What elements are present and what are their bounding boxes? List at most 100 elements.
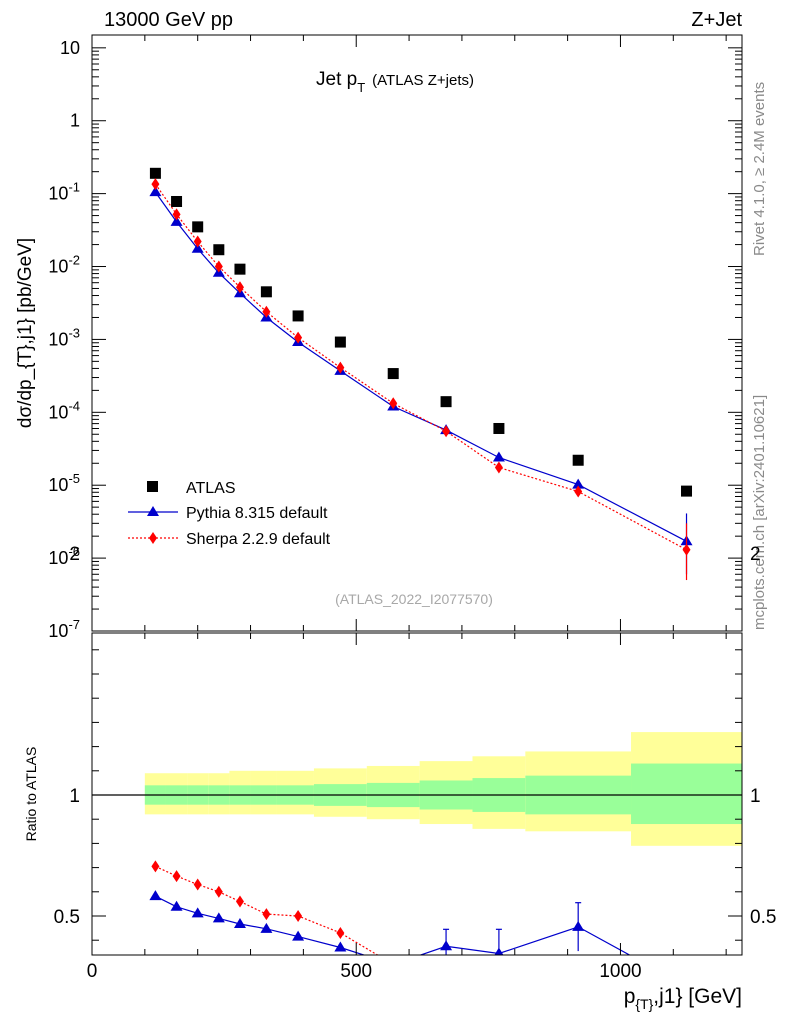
- legend-sherpa-marker: [149, 532, 157, 544]
- main-point-atlas-1: [171, 195, 183, 207]
- main-point-atlas-3: [213, 244, 225, 256]
- main-point-atlas-2: [192, 221, 204, 233]
- upper-y-axis-label: dσ/dp_{T},j1} [pb/GeV]: [15, 238, 36, 428]
- main-y-tick-label-base-8: 10: [48, 621, 68, 641]
- x-axis-label-tail: ,j1} [GeV]: [653, 985, 742, 1008]
- ratio-point-sherpa-2-2-9-default-7: [336, 926, 345, 939]
- plot-title-tail: (ATLAS Z+jets): [372, 72, 474, 89]
- main-point-sherpa-2-2-9-default-8: [389, 397, 398, 410]
- legend-pythia-marker: [147, 506, 159, 516]
- main-y-tick-label-base-4: 10: [48, 329, 68, 349]
- ratio-point-pythia-8-315-default-1: [170, 900, 183, 911]
- ratio-point-pythia-8-315-default-7: [334, 941, 347, 952]
- main-y-tick-label-5: 10-4: [48, 398, 80, 422]
- ratio-point-sherpa-2-2-9-default-9: [442, 961, 450, 973]
- legend-atlas-marker: [147, 481, 158, 492]
- main-y-tick-label-2: 10-1: [48, 180, 80, 204]
- legend-pythia-label: Pythia 8.315 default: [186, 505, 328, 522]
- main-point-atlas-10: [493, 422, 505, 434]
- ratio-point-sherpa-2-2-9-default-10: [495, 963, 503, 975]
- ratio-point-sherpa-2-2-9-default-1: [172, 870, 181, 883]
- main-y-tick-label-base-6: 10: [48, 475, 68, 495]
- main-y-tick-label-0: 10: [60, 38, 80, 58]
- main-point-atlas-5: [260, 286, 272, 298]
- ratio-point-pythia-8-315-default-0: [149, 890, 162, 901]
- main-point-sherpa-2-2-9-default-0: [151, 178, 160, 191]
- x-tick-label-500: 500: [340, 961, 372, 982]
- ratio-point-sherpa-2-2-9-default-2: [193, 878, 202, 891]
- main-panel-series: [149, 167, 693, 581]
- axis-ticks: [91, 35, 742, 955]
- main-point-sherpa-2-2-9-default-12: [682, 543, 691, 556]
- ratio-point-sherpa-2-2-9-default-11: [574, 963, 582, 975]
- main-point-atlas-12: [681, 485, 693, 497]
- main-point-sherpa-2-2-9-default-6: [294, 331, 303, 344]
- side-label-rivet: Rivet 4.1.0, ≥ 2.4M events: [751, 82, 768, 256]
- main-panel-frame: [91, 34, 743, 632]
- main-y-tick-label-6: 10-5: [48, 471, 80, 495]
- header-left: 13000 GeV pp: [104, 9, 233, 31]
- plot-title: Jet pT (ATLAS Z+jets): [316, 69, 474, 95]
- main-point-sherpa-2-2-9-default-1: [172, 208, 181, 221]
- main-point-sherpa-2-2-9-default-5: [262, 305, 271, 318]
- main-y-tick-label-8: 10-7: [48, 617, 80, 641]
- main-y-tick-label-4: 10-3: [48, 325, 80, 349]
- main-point-atlas-0: [149, 167, 161, 179]
- main-y-tick-label-base-2: 10: [48, 184, 68, 204]
- ratio-point-pythia-8-315-default-3: [212, 912, 225, 923]
- ratio-panel-frame: [91, 632, 743, 956]
- main-y-tick-label-exp-5: -4: [68, 398, 80, 413]
- main-y-tick-label-exp-2: -1: [68, 180, 80, 195]
- main-y-tick-label-exp-6: -5: [68, 471, 80, 486]
- main-point-atlas-4: [234, 263, 246, 275]
- ratio-point-sherpa-2-2-9-default-0: [151, 860, 160, 873]
- side-label-mcplots: mcplots.cern.ch [arXiv:2401.10621]: [751, 395, 768, 630]
- main-y-tick-label-3: 10-2: [48, 253, 80, 277]
- legend: ATLAS Pythia 8.315 default Sherpa 2.2.9 …: [128, 480, 331, 548]
- legend-atlas-label: ATLAS: [186, 480, 236, 497]
- main-point-atlas-9: [440, 396, 452, 408]
- main-point-pythia-8-315-default-10: [492, 451, 505, 462]
- ratio-y-tick-label-left-2: 2: [69, 544, 80, 565]
- ratio-point-sherpa-2-2-9-default-5: [262, 908, 271, 921]
- x-tick-label-0: 0: [87, 961, 98, 982]
- main-point-sherpa-2-2-9-default-2: [193, 235, 202, 248]
- ratio-point-pythia-8-315-default-8: [387, 958, 399, 968]
- ratio-point-pythia-8-315-default-2: [191, 907, 204, 918]
- main-point-sherpa-2-2-9-default-10: [494, 461, 503, 474]
- main-point-atlas-8: [387, 368, 399, 380]
- ratio-point-sherpa-2-2-9-default-8: [389, 958, 397, 970]
- ratio-point-sherpa-2-2-9-default-3: [214, 885, 223, 898]
- ratio-point-sherpa-2-2-9-default-6: [294, 910, 303, 922]
- main-point-atlas-7: [334, 336, 346, 348]
- main-y-tick-label-exp-4: -3: [68, 325, 80, 340]
- main-point-sherpa-2-2-9-default-4: [235, 281, 244, 294]
- x-axis-label-sub: {T}: [635, 996, 653, 1012]
- main-point-sherpa-2-2-9-default-9: [442, 425, 451, 438]
- ratio-point-pythia-8-315-default-11: [572, 920, 585, 931]
- main-point-atlas-6: [292, 310, 304, 322]
- plot-title-sub: T: [357, 80, 365, 95]
- ratio-y-tick-label-left-0.5: 0.5: [54, 907, 80, 928]
- ratio-point-pythia-8-315-default-10: [494, 947, 504, 955]
- main-point-pythia-8-315-default-11: [572, 478, 585, 489]
- main-y-tick-label-base-5: 10: [48, 402, 68, 422]
- main-y-tick-label-base-3: 10: [48, 257, 68, 277]
- main-y-tick-label-base-0: 10: [60, 38, 80, 58]
- main-y-tick-label-exp-3: -2: [68, 253, 80, 268]
- main-point-atlas-11: [572, 454, 584, 466]
- band-inner-12: [631, 763, 742, 825]
- x-tick-label-1000: 1000: [599, 961, 641, 982]
- legend-sherpa-label: Sherpa 2.2.9 default: [186, 531, 331, 548]
- header-right: Z+Jet: [691, 9, 742, 31]
- main-y-tick-label-7: 10-6: [48, 544, 80, 568]
- ratio-point-pythia-8-315-default-9: [440, 940, 453, 951]
- main-point-pythia-8-315-default-1: [170, 215, 183, 226]
- ratio-y-tick-label-left-1: 1: [69, 786, 80, 807]
- ratio-point-pythia-8-315-default-5: [260, 922, 273, 933]
- ratio-y-tick-label-right-0.5: 0.5: [750, 907, 776, 928]
- x-axis-label: p{T},j1} [GeV]: [624, 985, 742, 1012]
- ratio-uncertainty-bands: [144, 732, 742, 846]
- ratio-y-tick-label-right-1: 1: [750, 786, 761, 807]
